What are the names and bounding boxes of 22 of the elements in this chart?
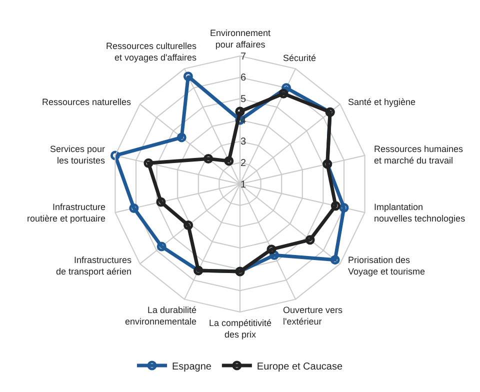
spoke-label: Santé et hygiène	[348, 97, 416, 107]
spoke-label: La compétitivité des prix	[209, 318, 272, 340]
spoke-label: Sécurité	[283, 53, 316, 63]
spoke-label: Ouverture vers l'extérieur	[283, 305, 344, 327]
y-tick-label: 1	[240, 179, 246, 190]
legend-label: Espagne	[172, 361, 212, 372]
spoke-label: Infrastructure routière et portuaire	[27, 202, 106, 224]
y-tick-label: 7	[240, 51, 246, 62]
spoke-label: Ressources culturelles et voyages d'affaires	[106, 41, 198, 63]
spoke-label: La durabilité environnementale	[125, 305, 197, 327]
spoke-label: Services pour les touristes	[50, 144, 106, 166]
spoke-label: Implantation nouvelles technologies	[374, 202, 466, 224]
y-tick-label: 5	[240, 94, 246, 105]
legend-label: Europe et Caucase	[256, 361, 343, 372]
spoke-label: Infrastructures de transport aérien	[56, 255, 132, 277]
spoke-label: Priorisation des Voyage et tourisme	[348, 255, 426, 277]
y-tick-label: 3	[240, 136, 246, 148]
spoke-label: Ressources humaines et marché du travail	[374, 144, 464, 166]
spoke-label: Ressources naturelles	[42, 97, 132, 107]
y-tick-label: 6	[240, 72, 246, 84]
spoke-label: Environnement pour affaires	[210, 28, 272, 50]
y-tick-label: 2	[240, 158, 246, 169]
